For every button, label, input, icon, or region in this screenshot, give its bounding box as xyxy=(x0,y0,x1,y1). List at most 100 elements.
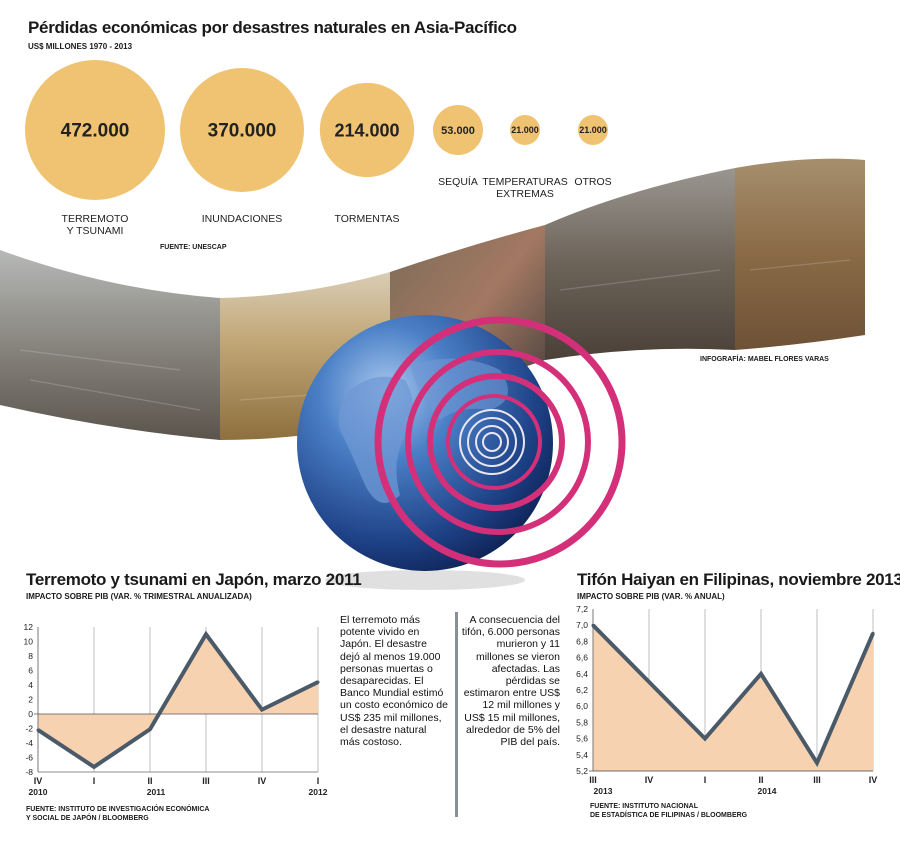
jp-line xyxy=(36,630,319,770)
jp-xtick-5: I xyxy=(317,776,320,786)
main-subtitle: US$ MILLONES 1970 - 2013 xyxy=(28,42,133,51)
jp-point-5 xyxy=(316,680,320,684)
bubble-1 xyxy=(180,68,304,192)
photo-tsunami xyxy=(0,250,220,440)
ph-ytick-3: 5,8 xyxy=(576,717,588,727)
jp-year-2: 2012 xyxy=(309,787,328,797)
ph-point-3 xyxy=(759,672,763,676)
japan-text: El terremoto más potente vivido en Japón… xyxy=(340,614,448,749)
jp-point-4 xyxy=(260,708,264,712)
bubble-source: FUENTE: UNESCAP xyxy=(160,244,227,251)
jp-ytick-5: 2 xyxy=(28,695,33,705)
jp-xtick-2: II xyxy=(147,776,152,786)
jp-xtick-4: IV xyxy=(258,776,267,786)
bubble-2 xyxy=(319,82,415,178)
japan-source-line-1: FUENTE: INSTITUTO DE INVESTIGACIÓN ECONÓ… xyxy=(26,806,210,813)
bubble-5 xyxy=(578,115,608,145)
ph-year-0: 2013 xyxy=(594,786,613,796)
philippines-subtitle: IMPACTO SOBRE PIB (VAR. % ANUAL) xyxy=(577,592,725,601)
ph-ytick-6: 6,4 xyxy=(576,669,588,679)
jp-year-0: 2010 xyxy=(29,787,48,797)
jp-ytick-9: 10 xyxy=(24,637,34,647)
ph-point-2 xyxy=(703,737,707,741)
ph-ytick-5: 6,2 xyxy=(576,685,588,695)
ph-point-4 xyxy=(815,761,819,765)
philippines-text: A consecuencia del tifón, 6.000 personas… xyxy=(461,614,560,749)
jp-ytick-7: 6 xyxy=(28,666,33,676)
bubble-0 xyxy=(25,60,165,200)
jp-area xyxy=(38,634,318,767)
jp-xtick-0: IV xyxy=(34,776,43,786)
ph-year-1: 2014 xyxy=(758,786,777,796)
jp-ytick-1: -6 xyxy=(25,753,33,763)
bubble-label-4-0: TEMPERATURAS xyxy=(482,176,568,188)
ph-ytick-1: 5,4 xyxy=(576,750,588,760)
philippines-source-line-2: DE ESTADÍSTICA DE FILIPINAS / BLOOMBERG xyxy=(590,812,748,819)
bubble-value-5: 21.000 xyxy=(579,125,607,135)
jp-point-0 xyxy=(36,728,40,732)
ph-point-5 xyxy=(871,631,875,635)
ph-area xyxy=(593,625,873,771)
ph-ytick-9: 7,0 xyxy=(576,620,588,630)
bubble-value-1: 370.000 xyxy=(208,121,277,142)
bubble-label-3-0: SEQUÍA xyxy=(438,175,478,188)
ph-ytick-0: 5,2 xyxy=(576,766,588,776)
bubble-4 xyxy=(510,115,540,145)
philippines-source: FUENTE: INSTITUTO NACIONAL DE ESTADÍSTIC… xyxy=(590,802,747,820)
bubble-label-0-1: Y TSUNAMI xyxy=(67,225,124,237)
ph-xtick-1: IV xyxy=(645,775,654,785)
bubble-value-4: 21.000 xyxy=(511,125,539,135)
bubble-label-5-0: OTROS xyxy=(574,176,611,188)
ph-point-1 xyxy=(647,680,651,684)
jp-xtick-3: III xyxy=(202,776,210,786)
bubble-value-2: 214.000 xyxy=(334,120,399,140)
bubble-label-0-0: TERREMOTO xyxy=(62,213,129,225)
jp-ytick-10: 12 xyxy=(24,622,34,632)
ph-ytick-7: 6,6 xyxy=(576,653,588,663)
jp-xtick-1: I xyxy=(93,776,96,786)
jp-point-1 xyxy=(92,765,96,769)
column-divider xyxy=(455,612,458,817)
jp-ytick-8: 8 xyxy=(28,651,33,661)
bubble-3 xyxy=(433,105,483,155)
credit: INFOGRAFÍA: MABEL FLORES VARAS xyxy=(700,356,829,363)
ph-xtick-3: II xyxy=(758,775,763,785)
jp-point-2 xyxy=(148,727,152,731)
ph-xtick-2: I xyxy=(704,775,707,785)
ph-ytick-2: 5,6 xyxy=(576,734,588,744)
bubble-value-0: 472.000 xyxy=(61,121,130,142)
bubble-value-3: 53.000 xyxy=(441,125,475,137)
bubble-label-1-0: INUNDACIONES xyxy=(202,213,283,225)
philippines-title: Tifón Haiyan en Filipinas, noviembre 201… xyxy=(577,570,900,589)
jp-year-1: 2011 xyxy=(147,787,166,797)
jp-ytick-4: 0 xyxy=(28,709,33,719)
jp-ytick-0: -8 xyxy=(25,767,33,777)
japan-source: FUENTE: INSTITUTO DE INVESTIGACIÓN ECONÓ… xyxy=(26,805,209,823)
jp-ytick-2: -4 xyxy=(25,738,33,748)
ph-xtick-0: III xyxy=(589,775,597,785)
bubble-label-4-1: EXTREMAS xyxy=(496,188,554,200)
globe-graphic xyxy=(297,315,626,590)
ph-ytick-10: 7,2 xyxy=(576,604,588,614)
jp-ytick-3: -2 xyxy=(25,724,33,734)
japan-subtitle: IMPACTO SOBRE PIB (VAR. % TRIMESTRAL ANU… xyxy=(26,592,252,601)
ph-point-0 xyxy=(591,623,595,627)
ph-xtick-4: III xyxy=(813,775,821,785)
japan-source-line-2: Y SOCIAL DE JAPÓN / BLOOMBERG xyxy=(26,815,149,822)
philippines-source-line-1: FUENTE: INSTITUTO NACIONAL xyxy=(590,803,698,810)
jp-ytick-6: 4 xyxy=(28,680,33,690)
ph-ytick-8: 6,8 xyxy=(576,636,588,646)
ph-line xyxy=(591,623,875,768)
japan-title: Terremoto y tsunami en Japón, marzo 2011 xyxy=(26,570,362,589)
photo-rescue-workers xyxy=(735,158,865,350)
ph-ytick-4: 6,0 xyxy=(576,701,588,711)
ph-xtick-5: IV xyxy=(869,775,878,785)
main-title: Pérdidas económicas por desastres natura… xyxy=(28,18,517,37)
photo-rubble xyxy=(545,168,735,360)
jp-point-3 xyxy=(204,632,208,636)
bubble-label-2-0: TORMENTAS xyxy=(335,213,400,225)
quake-rings xyxy=(374,316,626,568)
